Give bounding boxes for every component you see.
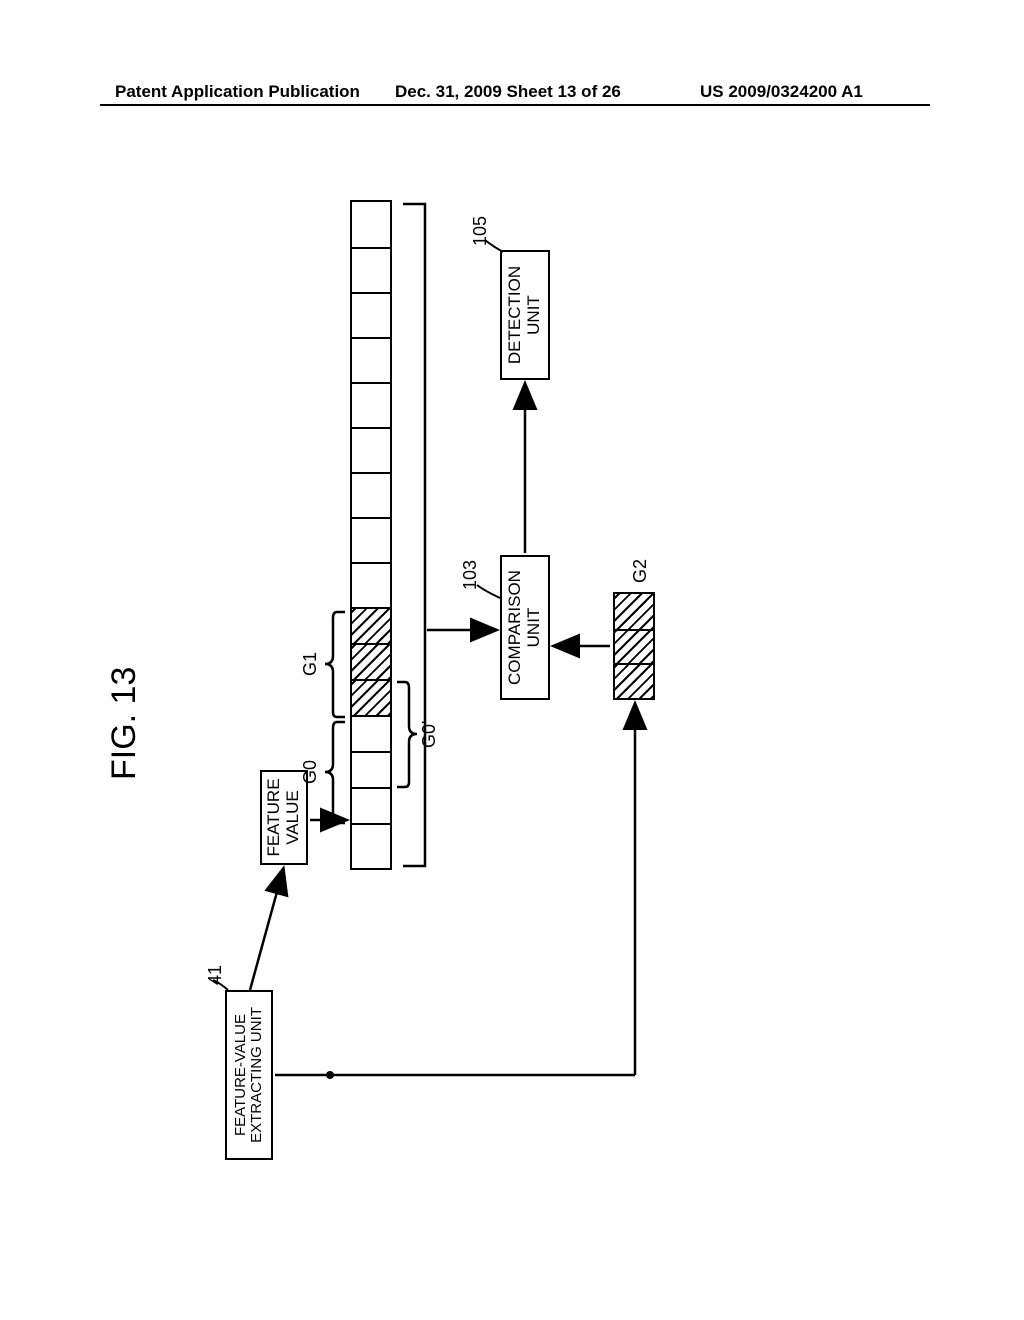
figure-title: FIG. 13 — [105, 667, 144, 780]
buffer-cell — [352, 715, 390, 751]
g2-cell — [615, 663, 653, 698]
buffer-cell-hatched — [352, 679, 390, 715]
comparison-unit-box: COMPARISON UNIT — [500, 555, 550, 700]
g2-block — [613, 592, 655, 700]
label-g0prime: G0' — [419, 721, 440, 748]
detection-unit-box: DETECTION UNIT — [500, 250, 550, 380]
buffer-cell — [352, 382, 390, 427]
buffer-cell — [352, 751, 390, 787]
label-g1: G1 — [300, 652, 321, 676]
buffer-cell — [352, 472, 390, 517]
buffer-cell — [352, 427, 390, 472]
buffer-cell-hatched — [352, 643, 390, 679]
comparison-label: COMPARISON UNIT — [506, 570, 543, 685]
bracket-buffer — [105, 180, 865, 1180]
ref-103: 103 — [460, 560, 481, 590]
header-date-sheet: Dec. 31, 2009 Sheet 13 of 26 — [395, 82, 621, 102]
buffer-cell — [352, 562, 390, 607]
buffer-cell — [352, 823, 390, 868]
buffer-cell — [352, 247, 390, 292]
fveu-label: FEATURE-VALUE EXTRACTING UNIT — [233, 1007, 266, 1143]
label-g2: G2 — [630, 559, 651, 583]
ref-103-leader — [105, 180, 865, 1180]
buffer-cell — [352, 337, 390, 382]
feature-value-extracting-unit-box: FEATURE-VALUE EXTRACTING UNIT — [225, 990, 273, 1160]
buffer-cell — [352, 202, 390, 247]
label-g0: G0 — [300, 760, 321, 784]
figure-container: FIG. 13 FEATURE-VALUE EXTRACTING UNIT 41… — [105, 180, 865, 1180]
feature-value-box: FEATURE VALUE — [260, 770, 308, 865]
ref-105: 105 — [470, 216, 491, 246]
buffer-cell — [352, 787, 390, 823]
g2-cell — [615, 594, 653, 629]
buffer-cell-hatched — [352, 607, 390, 643]
ref-41: 41 — [205, 965, 226, 985]
brace-g0prime — [105, 180, 865, 1180]
feature-buffer — [350, 200, 392, 870]
header-left: Patent Application Publication — [115, 82, 360, 102]
brace-g0 — [105, 180, 865, 1180]
header-rule — [100, 104, 930, 106]
buffer-cell — [352, 517, 390, 562]
g2-cell — [615, 629, 653, 664]
header-pubnum: US 2009/0324200 A1 — [700, 82, 863, 102]
buffer-cell — [352, 292, 390, 337]
fv-label: FEATURE VALUE — [265, 778, 302, 856]
diagram-arrows — [105, 180, 865, 1180]
brace-g1 — [105, 180, 865, 1180]
ref-41-leader — [105, 180, 865, 1180]
ref-105-leader — [105, 180, 865, 1180]
detection-label: DETECTION UNIT — [506, 266, 543, 364]
